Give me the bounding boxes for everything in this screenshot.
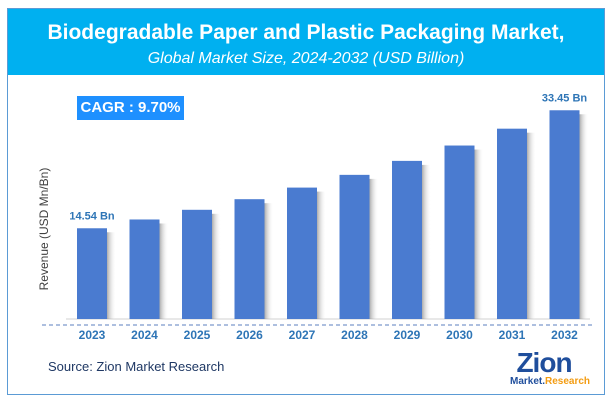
bar-2026 bbox=[234, 199, 265, 319]
x-tick-label: 2029 bbox=[394, 328, 421, 342]
data-label: 14.54 Bn bbox=[69, 210, 115, 222]
x-tick-label: 2031 bbox=[499, 328, 526, 342]
data-label: 33.45 Bn bbox=[542, 92, 588, 104]
bar-shadow bbox=[317, 191, 326, 319]
cagr-badge: CAGR : 9.70% bbox=[77, 96, 184, 120]
logo-tagline-1: Market. bbox=[510, 376, 546, 387]
bar-2032 bbox=[549, 110, 580, 319]
x-tick-label: 2027 bbox=[289, 328, 316, 342]
bar-2030 bbox=[444, 145, 475, 319]
bar-2031 bbox=[497, 128, 527, 319]
x-tick-label: 2030 bbox=[446, 328, 473, 342]
logo-text: Zion bbox=[516, 347, 572, 378]
bar-2024 bbox=[129, 219, 160, 319]
bar-shadow bbox=[527, 132, 536, 319]
bar-shadow bbox=[369, 178, 379, 319]
x-tick-label: 2023 bbox=[79, 328, 106, 342]
x-tick-label: 2024 bbox=[131, 328, 158, 342]
bar-2029 bbox=[392, 160, 422, 319]
bar-shadow bbox=[474, 149, 484, 319]
bar-shadow bbox=[422, 164, 431, 319]
x-tick-label: 2026 bbox=[236, 328, 263, 342]
zion-logo: Zion Market.Research bbox=[510, 347, 590, 388]
x-tick-label: 2028 bbox=[341, 328, 368, 342]
x-tick-label: 2025 bbox=[184, 328, 211, 342]
chart-header: Biodegradable Paper and Plastic Packagin… bbox=[8, 9, 604, 75]
bar-shadow bbox=[212, 213, 221, 319]
bar-shadow bbox=[159, 223, 169, 319]
source-note: Source: Zion Market Research bbox=[48, 359, 225, 374]
bar-2028 bbox=[339, 174, 370, 319]
bar-2025 bbox=[182, 209, 212, 319]
bar-2023 bbox=[77, 228, 107, 319]
bar-2027 bbox=[287, 187, 317, 319]
chart-frame bbox=[7, 8, 605, 395]
logo-tagline-2: Research bbox=[545, 376, 591, 387]
chart-title: Biodegradable Paper and Plastic Packagin… bbox=[47, 21, 565, 44]
bar-shadow bbox=[107, 232, 116, 319]
x-tick-label: 2032 bbox=[551, 328, 578, 342]
bar-shadow bbox=[264, 203, 274, 319]
chart-subtitle: Global Market Size, 2024-2032 (USD Billi… bbox=[147, 50, 465, 67]
bar-shadow bbox=[579, 114, 589, 319]
